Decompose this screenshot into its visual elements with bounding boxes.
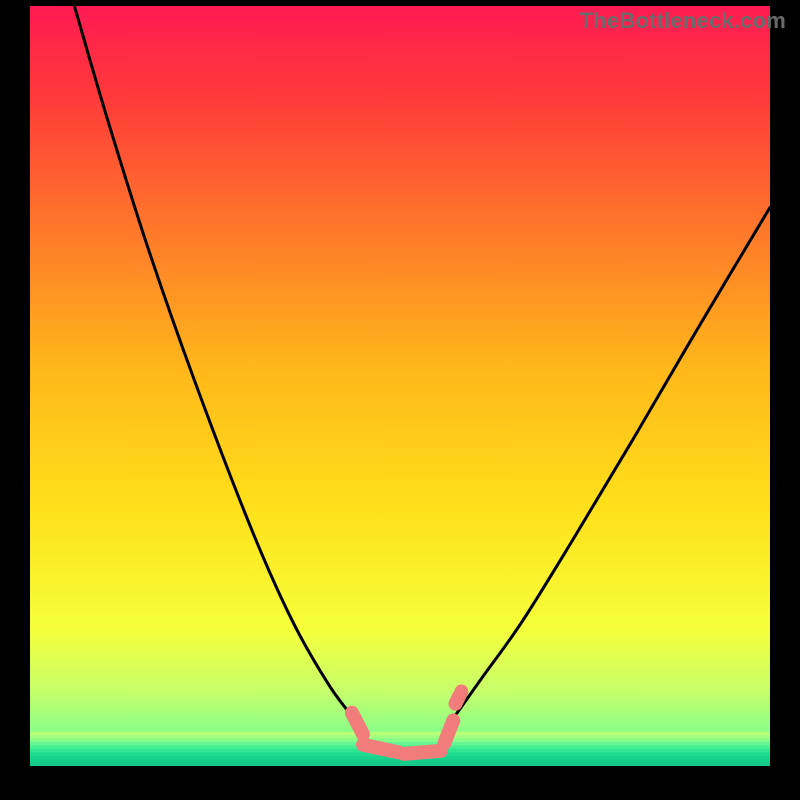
valley-dash-segment [404, 751, 441, 754]
valley-end-dot [454, 685, 468, 699]
watermark-text: TheBottleneck.com [580, 8, 786, 34]
valley-dash-segment [444, 720, 453, 743]
valley-dash-segment [352, 713, 363, 734]
chart-stage: TheBottleneck.com [0, 0, 800, 800]
bottom-band-stripe [30, 763, 770, 766]
valley-dash-segment [363, 745, 399, 753]
plot-area [30, 6, 770, 766]
plot-svg [30, 6, 770, 766]
gradient-background [30, 6, 770, 766]
